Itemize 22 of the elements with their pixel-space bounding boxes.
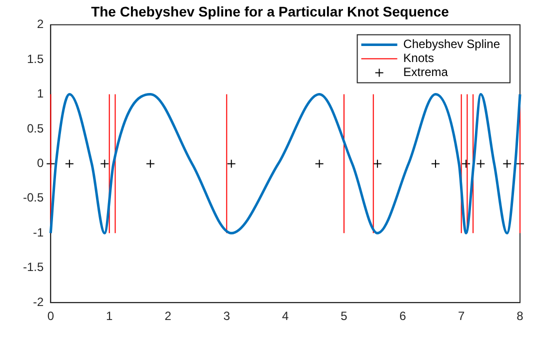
x-tick-label: 4 — [282, 309, 289, 324]
y-tick-label: -1 — [33, 225, 44, 240]
x-tick-label: 0 — [47, 309, 54, 324]
y-tick-label: 1 — [36, 86, 44, 101]
y-tick-label: -2 — [33, 294, 44, 309]
y-tick-label: 2 — [36, 17, 44, 32]
legend-label: Chebyshev Spline — [403, 37, 500, 52]
x-tick-label: 1 — [106, 309, 113, 324]
y-tick-label: 0.5 — [26, 121, 44, 136]
x-tick-label: 8 — [516, 309, 524, 324]
x-tick-label: 5 — [340, 309, 348, 324]
x-tick-label: 2 — [164, 309, 172, 324]
x-tick-label: 6 — [399, 309, 406, 324]
y-tick-label: 1.5 — [26, 52, 44, 66]
legend-label: Extrema — [403, 65, 448, 80]
legend-label: Knots — [403, 51, 434, 66]
x-tick-label: 7 — [458, 309, 465, 324]
x-tick-label: 3 — [223, 309, 230, 324]
y-tick-label: -1.5 — [22, 260, 44, 274]
y-tick-label: 0 — [36, 156, 44, 170]
y-tick-label: -0.5 — [22, 190, 44, 205]
chart-title: The Chebyshev Spline for a Particular Knot Sequence — [91, 3, 450, 20]
